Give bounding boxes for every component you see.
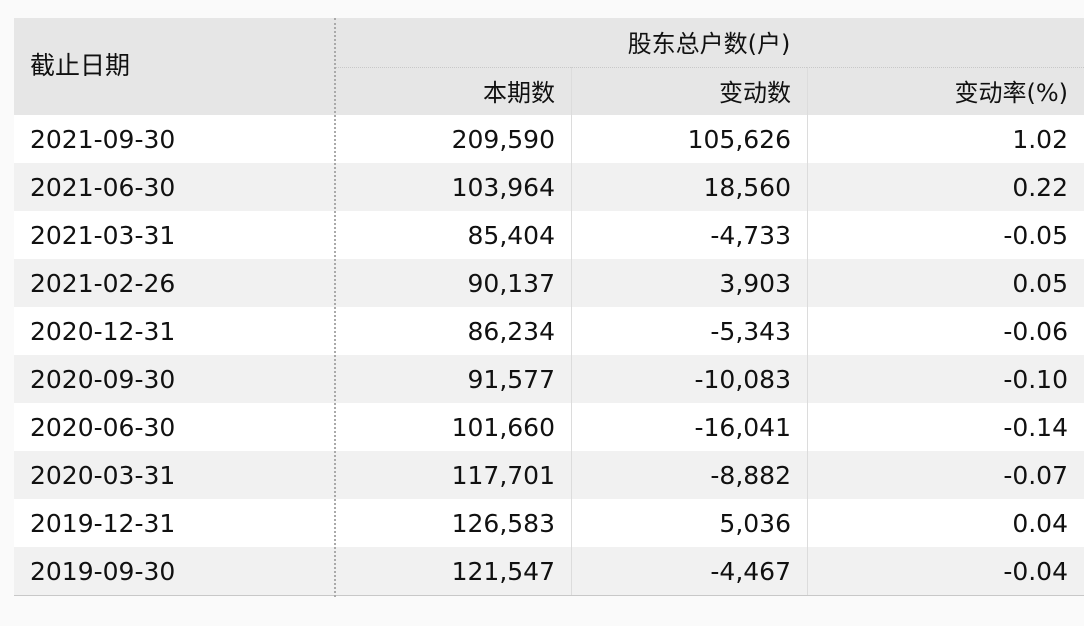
row-current: 85,404	[467, 221, 555, 250]
table-row: 2021-03-31 85,404 -4,733 -0.05	[14, 211, 1084, 259]
row-rate: -0.06	[807, 307, 1084, 355]
row-current: 90,137	[467, 269, 555, 298]
row-date: 2021-06-30	[30, 173, 176, 202]
row-change: 5,036	[571, 499, 807, 547]
row-date: 2019-09-30	[30, 557, 176, 586]
row-change: -10,083	[571, 355, 807, 403]
row-date: 2020-12-31	[30, 317, 176, 346]
row-rate: -0.07	[807, 451, 1084, 499]
row-current: 117,701	[451, 461, 555, 490]
row-rate: 0.22	[807, 163, 1084, 211]
row-rate: -0.14	[807, 403, 1084, 451]
header-rate: 变动率(%)	[807, 67, 1084, 115]
table-row: 2020-03-31 117,701 -8,882 -0.07	[14, 451, 1084, 499]
header-change: 变动数	[571, 67, 807, 115]
row-date: 2020-09-30	[30, 365, 176, 394]
row-date: 2020-03-31	[30, 461, 176, 490]
table-row: 2021-02-26 90,137 3,903 0.05	[14, 259, 1084, 307]
column-divider	[334, 18, 336, 597]
row-date: 2019-12-31	[30, 509, 176, 538]
header-current: 本期数	[334, 67, 571, 115]
row-current: 121,547	[451, 557, 555, 586]
header-group-shareholders: 股东总户数(户)	[627, 30, 791, 58]
row-current: 101,660	[451, 413, 555, 442]
shareholder-table: 截止日期 股东总户数(户) 本期数 变动数 变动率(%) 2021-09-30 2…	[14, 18, 1084, 597]
row-current: 126,583	[451, 509, 555, 538]
table-row: 2020-12-31 86,234 -5,343 -0.06	[14, 307, 1084, 355]
table-row: 2019-09-30 121,547 -4,467 -0.04	[14, 547, 1084, 595]
row-change: -4,733	[571, 211, 807, 259]
table-row: 2020-06-30 101,660 -16,041 -0.14	[14, 403, 1084, 451]
row-change: -4,467	[571, 547, 807, 595]
row-current: 91,577	[467, 365, 555, 394]
row-date: 2021-02-26	[30, 269, 176, 298]
row-change: 3,903	[571, 259, 807, 307]
row-rate: 0.04	[807, 499, 1084, 547]
row-date: 2020-06-30	[30, 413, 176, 442]
row-rate: -0.10	[807, 355, 1084, 403]
table-row: 2019-12-31 126,583 5,036 0.04	[14, 499, 1084, 547]
row-change: -5,343	[571, 307, 807, 355]
table-row: 2020-09-30 91,577 -10,083 -0.10	[14, 355, 1084, 403]
row-current: 103,964	[451, 173, 555, 202]
row-rate: 0.05	[807, 259, 1084, 307]
row-change: -16,041	[571, 403, 807, 451]
table-row: 2021-06-30 103,964 18,560 0.22	[14, 163, 1084, 211]
row-date: 2021-09-30	[30, 125, 176, 154]
table-body: 2021-09-30 209,590 105,626 1.02 2021-06-30 10…	[14, 115, 1084, 596]
row-change: 105,626	[571, 115, 807, 163]
row-current: 209,590	[451, 125, 555, 154]
row-change: -8,882	[571, 451, 807, 499]
row-rate: -0.04	[807, 547, 1084, 595]
table-header: 截止日期 股东总户数(户) 本期数 变动数 变动率(%)	[14, 18, 1084, 115]
row-current: 86,234	[467, 317, 555, 346]
table-row: 2021-09-30 209,590 105,626 1.02	[14, 115, 1084, 163]
row-rate: 1.02	[807, 115, 1084, 163]
row-rate: -0.05	[807, 211, 1084, 259]
row-change: 18,560	[571, 163, 807, 211]
header-date: 截止日期	[30, 51, 131, 80]
row-date: 2021-03-31	[30, 221, 176, 250]
